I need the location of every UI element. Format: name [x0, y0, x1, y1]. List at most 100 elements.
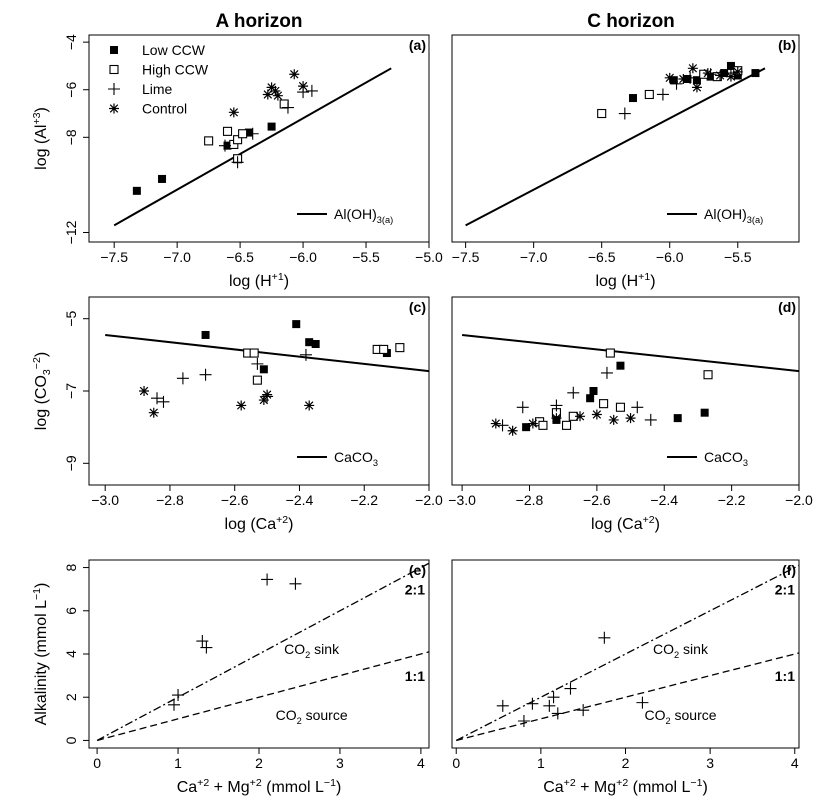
panel-label: (b)	[778, 37, 796, 53]
data-point	[172, 689, 185, 702]
y-axis-label-part: log (Al	[33, 125, 50, 170]
data-point	[669, 76, 678, 85]
data-point	[201, 330, 210, 339]
y-axis-label-part: −1	[31, 588, 43, 600]
legend-line-label-part: Al(OH)	[704, 206, 747, 222]
series-control	[228, 69, 309, 118]
data-point	[200, 641, 213, 654]
x-axis-label-part: + Mg	[576, 779, 616, 796]
ratio-label-2to1: 2:1	[405, 582, 425, 598]
series-low-ccw	[522, 361, 709, 432]
legend-line-label: CaCO3	[334, 449, 378, 468]
x-axis-label-part: log (Ca	[591, 516, 643, 533]
data-point	[238, 129, 248, 139]
data-point	[644, 89, 654, 100]
region-label-co2-sink: CO2 sink	[284, 641, 340, 660]
data-point	[692, 76, 701, 85]
series-high-ccw	[204, 99, 289, 164]
y-axis-label: log (Al+3)	[31, 107, 50, 170]
data-point	[751, 69, 760, 78]
x-axis-label-part: Ca	[543, 779, 564, 796]
region-label-co2-source: CO2 source	[276, 707, 348, 726]
y-tick-label: −6	[63, 82, 79, 98]
data-point	[547, 691, 560, 704]
y-tick-label: 0	[63, 736, 79, 744]
x-axis-label-part: log (H	[595, 273, 638, 290]
data-point	[262, 389, 273, 400]
x-axis-label: Ca+2 + Mg+2 (mmol L−1)	[543, 777, 708, 796]
data-point	[132, 186, 141, 195]
x-tick-label: −3.0	[448, 492, 476, 508]
x-axis-label-part: +2	[564, 777, 576, 789]
legend-line-label-part: Al(OH)	[334, 206, 377, 222]
data-point	[279, 99, 289, 109]
series-lime	[168, 573, 302, 711]
panel-label: (a)	[409, 37, 426, 53]
x-axis-label-part: log (Ca	[225, 516, 277, 533]
data-point	[715, 70, 726, 81]
region-label-co2-sink-part: sink	[310, 641, 340, 657]
legend-line-label-part: CaCO	[334, 449, 373, 465]
data-point	[625, 413, 636, 424]
data-point	[684, 71, 697, 84]
data-point	[564, 682, 577, 695]
data-point	[726, 61, 735, 70]
x-axis-label: log (H+1)	[595, 271, 655, 290]
data-point	[720, 69, 729, 78]
data-point	[725, 71, 736, 82]
data-point	[664, 72, 675, 83]
data-point	[261, 573, 274, 586]
legend-line-label-part: 3	[373, 458, 378, 468]
data-point	[176, 372, 189, 385]
series-low-ccw	[201, 320, 391, 374]
y-tick-label: −4	[63, 34, 79, 50]
data-point	[527, 418, 538, 429]
data-point	[244, 128, 253, 137]
legend-label: Lime	[142, 81, 173, 97]
x-axis-label-part: +2	[197, 777, 209, 789]
data-point	[292, 320, 301, 329]
data-point	[246, 127, 259, 140]
data-point	[551, 413, 562, 424]
x-tick-label: 0	[452, 755, 460, 771]
reference-line-equilibrium	[105, 333, 429, 373]
data-point	[507, 425, 518, 436]
data-point	[490, 418, 501, 429]
data-point	[258, 395, 269, 406]
x-tick-label: 2	[255, 755, 263, 771]
legend-line-label-part: 3(a)	[747, 215, 763, 225]
x-axis-label-part: −1	[324, 777, 336, 789]
legend-marker	[108, 83, 120, 95]
data-point	[670, 77, 683, 90]
x-tick-label: 1	[537, 755, 545, 771]
series-lime	[219, 84, 318, 169]
data-point	[252, 375, 262, 385]
data-point	[656, 88, 669, 101]
x-axis-label-part: )	[702, 779, 707, 796]
data-point	[586, 394, 595, 403]
x-tick-label: −2.2	[350, 492, 378, 508]
plot-frame	[451, 559, 800, 749]
y-tick-label: −12	[63, 220, 79, 244]
data-point	[732, 66, 743, 77]
x-tick-label: −2.8	[156, 492, 184, 508]
data-point	[703, 370, 713, 380]
data-point	[631, 401, 644, 414]
data-point	[516, 401, 529, 414]
x-tick-label: 4	[791, 755, 799, 771]
panels: (a)−7.5 −7.0 −6.5 −6.0 −5.5 −5.0−4−6−8−12log …	[31, 34, 813, 796]
series-lime	[496, 631, 649, 727]
x-tick-label: −2.4	[286, 492, 314, 508]
data-point	[228, 107, 239, 118]
data-point	[305, 84, 318, 97]
x-tick-label: −2.4	[650, 492, 678, 508]
plot-frame	[451, 296, 800, 486]
data-point	[550, 399, 563, 412]
data-point	[687, 63, 698, 74]
plot-frame	[88, 34, 430, 243]
y-tick-label: −8	[63, 129, 79, 145]
x-axis-label-part: (mmol L	[628, 779, 690, 796]
x-axis-label: log (Ca+2)	[591, 514, 660, 533]
panel-label: (c)	[409, 299, 426, 315]
panel-label: (d)	[778, 299, 796, 315]
